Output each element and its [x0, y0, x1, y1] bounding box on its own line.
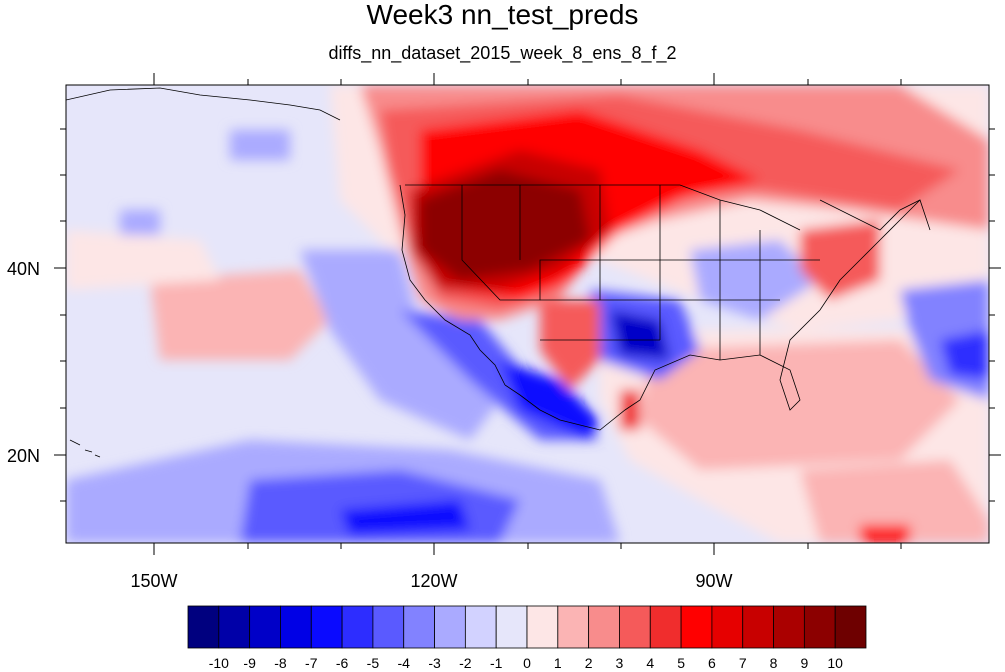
colorbar-label: 2 [585, 655, 593, 671]
colorbar-swatch [557, 605, 590, 649]
map-ticks [54, 73, 1001, 555]
colorbar-labels: -10 -9 -8 -7 -6 -5 -4 -3 -2 -1 0 1 2 3 4 5 6 7 8 9 10 [209, 655, 843, 671]
colorbar-swatch [742, 605, 774, 649]
colorbar-label: 10 [827, 655, 843, 671]
colorbar-swatch [218, 605, 251, 649]
colorbar-swatch [249, 605, 281, 649]
colorbar-label: 4 [646, 655, 654, 671]
lon-label-150w: 150W [130, 571, 177, 591]
colorbar [187, 605, 867, 649]
colorbar-label: 9 [800, 655, 808, 671]
colorbar-label: 6 [708, 655, 716, 671]
colorbar-label: 3 [616, 655, 624, 671]
colorbar-label: 0 [523, 655, 531, 671]
colorbar-label: -1 [490, 655, 503, 671]
colorbar-label: -3 [428, 655, 441, 671]
map-subtitle: diffs_nn_dataset_2015_week_8_ens_8_f_2 [328, 43, 677, 63]
anomaly-field [66, 85, 989, 543]
colorbar-swatch [464, 605, 497, 649]
colorbar-swatch [588, 605, 620, 649]
colorbar-label: -4 [398, 655, 411, 671]
colorbar-swatch [403, 605, 435, 649]
colorbar-swatch [341, 605, 374, 649]
lat-label-40n: 40N [7, 259, 40, 279]
colorbar-swatch [372, 605, 405, 649]
colorbar-swatch [280, 605, 312, 649]
colorbar-swatch [526, 605, 559, 649]
colorbar-swatch [803, 605, 836, 649]
colorbar-swatch [619, 605, 651, 649]
lat-label-20n: 20N [7, 446, 40, 466]
colorbar-label: -7 [305, 655, 318, 671]
colorbar-swatch [834, 605, 867, 649]
colorbar-label: 7 [739, 655, 747, 671]
map-title: Week3 nn_test_preds [366, 0, 639, 30]
colorbar-label: 8 [770, 655, 778, 671]
lon-label-120w: 120W [410, 571, 457, 591]
colorbar-label: 5 [677, 655, 685, 671]
colorbar-label: -6 [336, 655, 349, 671]
colorbar-label: 1 [554, 655, 562, 671]
colorbar-swatch [434, 605, 466, 649]
colorbar-swatch [711, 605, 744, 649]
colorbar-label: -8 [274, 655, 287, 671]
colorbar-label: -10 [209, 655, 229, 671]
colorbar-swatch [680, 605, 713, 649]
colorbar-swatch [310, 605, 343, 649]
colorbar-swatch [649, 605, 682, 649]
colorbar-swatch [495, 605, 528, 649]
colorbar-label: -5 [367, 655, 380, 671]
colorbar-swatch [187, 605, 220, 649]
colorbar-label: -9 [243, 655, 256, 671]
colorbar-swatch [773, 605, 805, 649]
coastlines [66, 87, 931, 458]
lon-label-90w: 90W [695, 571, 732, 591]
colorbar-label: -2 [459, 655, 472, 671]
